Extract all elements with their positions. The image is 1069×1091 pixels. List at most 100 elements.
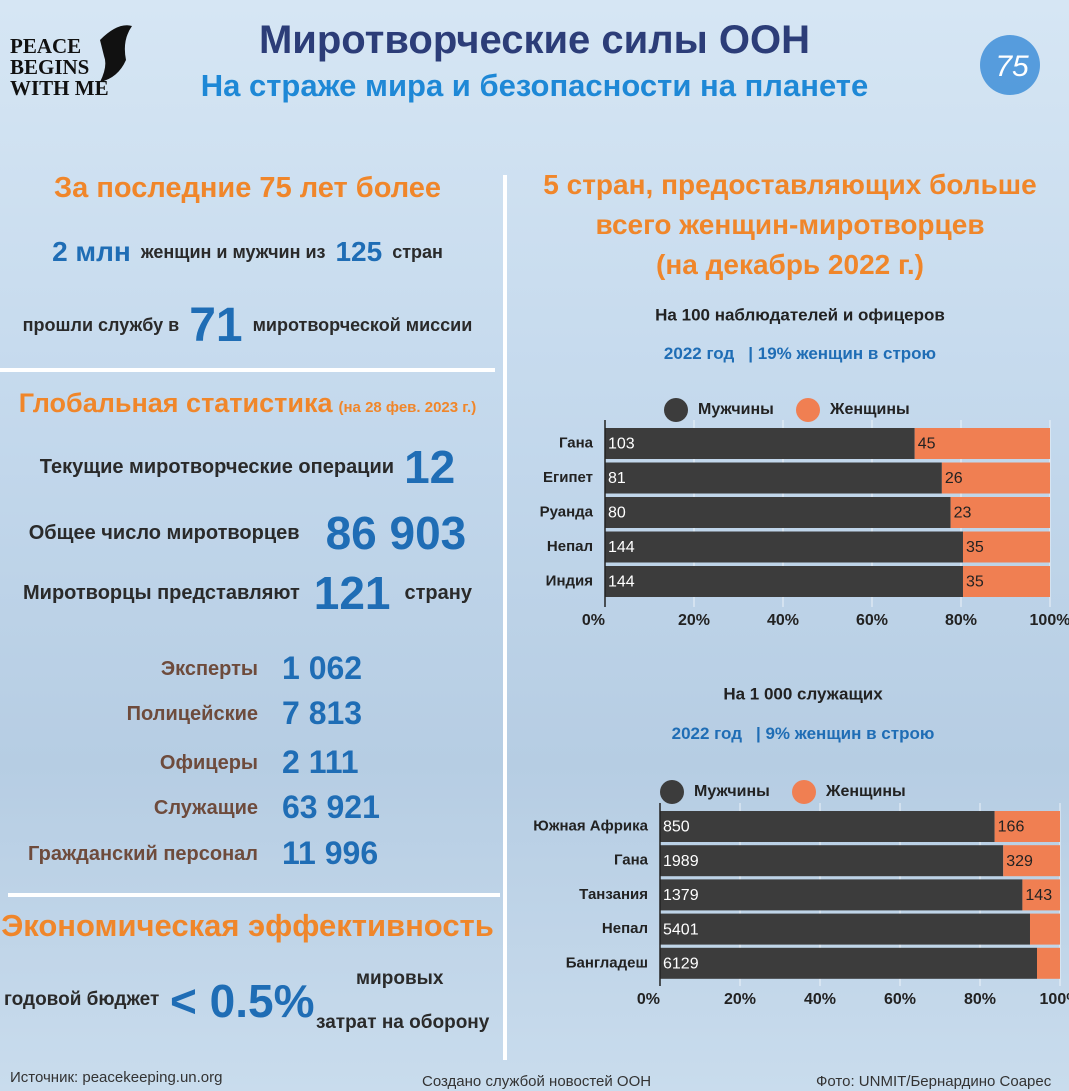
heading-line: всего женщин-миротворцев bbox=[595, 209, 985, 240]
note-part: | 19% женщин в строю bbox=[748, 344, 936, 363]
bar-segment bbox=[660, 879, 1023, 911]
legend-swatch bbox=[660, 780, 684, 804]
bar-segment bbox=[1029, 913, 1060, 945]
stat-text: женщин и мужчин из bbox=[140, 241, 326, 262]
breakdown-label: Офицеры bbox=[159, 752, 258, 774]
category-label: Руанда bbox=[540, 503, 594, 520]
value-label: 45 bbox=[918, 436, 936, 453]
note-part: 2022 год bbox=[664, 344, 735, 363]
legend-swatch bbox=[664, 398, 688, 422]
history-line: 2 млн женщин и мужчин из 125 стран bbox=[0, 236, 495, 268]
title: Миротворческие силы ООН bbox=[258, 18, 811, 62]
global-heading: Глобальная статистика (на 28 фев. 2023 г… bbox=[0, 388, 495, 419]
legend-label: Женщины bbox=[825, 783, 906, 800]
x-tick-label: 80% bbox=[945, 612, 977, 629]
legend-swatch bbox=[796, 398, 820, 422]
value-label: 144 bbox=[608, 539, 635, 556]
stat-value: 125 bbox=[335, 236, 383, 267]
breakdown-value: 63 921 bbox=[282, 789, 380, 825]
breakdown-value: 7 813 bbox=[282, 695, 363, 731]
bar-segment bbox=[605, 462, 942, 494]
logo-line: BEGINS bbox=[10, 55, 90, 79]
legend-label: Мужчины bbox=[694, 783, 770, 800]
category-label: Гана bbox=[559, 434, 594, 451]
category-label: Египет bbox=[543, 469, 593, 486]
stat-row: Общее число миротворцев 86 903 bbox=[0, 506, 495, 560]
x-tick-label: 40% bbox=[804, 991, 836, 1008]
breakdown-value: 2 111 bbox=[282, 744, 359, 780]
heading-line: (на декабрь 2022 г.) bbox=[656, 249, 924, 280]
photo-credit: Фото: UNMIT/Бернардино Соарес bbox=[816, 1073, 1052, 1090]
stat-value: 71 bbox=[189, 299, 243, 352]
value-label: 144 bbox=[608, 574, 635, 591]
budget-text: мировых bbox=[356, 968, 444, 989]
legend-label: Мужчины bbox=[698, 401, 774, 418]
category-label: Индия bbox=[546, 572, 593, 589]
stat-row: Миротворцы представляют 121 страну bbox=[0, 566, 495, 620]
logo: PEACE BEGINS WITH ME bbox=[10, 36, 109, 99]
breakdown-label: Гражданский персонал bbox=[28, 843, 258, 865]
breakdown-value: 1 062 bbox=[282, 650, 363, 686]
value-label: 1379 bbox=[663, 887, 699, 904]
x-tick-label: 0% bbox=[637, 991, 660, 1008]
value-label: 6129 bbox=[663, 956, 699, 973]
bar-segment bbox=[941, 462, 1050, 494]
x-tick-label: 100% bbox=[1030, 612, 1069, 629]
stat-text: миротворческой миссии bbox=[252, 315, 473, 335]
stat-row: Текущие миротворческие операции 12 bbox=[0, 440, 495, 494]
history-line: прошли службу в 71 миротворческой миссии bbox=[0, 298, 495, 353]
bar-segment bbox=[660, 947, 1037, 979]
legend-label: Женщины bbox=[829, 401, 910, 418]
bar-segment bbox=[605, 428, 915, 459]
economy-heading: Экономическая эффективность bbox=[1, 908, 494, 943]
x-tick-label: 20% bbox=[724, 991, 756, 1008]
bar-segment bbox=[605, 566, 963, 597]
subtitle: На страже мира и безопасности на планете bbox=[200, 68, 869, 103]
stat-value: 12 bbox=[404, 441, 456, 493]
section-date: (на 28 фев. 2023 г.) bbox=[338, 399, 477, 416]
bar-segment bbox=[994, 811, 1060, 842]
chart-note: 2022 год | 9% женщин в строю bbox=[672, 724, 935, 743]
stat-text: Миротворцы представляют bbox=[23, 581, 300, 604]
x-tick-label: 100% bbox=[1040, 991, 1069, 1008]
chart-subtitle: На 1 000 служащих bbox=[723, 684, 883, 703]
history-heading: За последние 75 лет более bbox=[54, 172, 441, 204]
legend-swatch bbox=[792, 780, 816, 804]
stat-text: Общее число миротворцев bbox=[28, 521, 300, 544]
bar-segment bbox=[1036, 947, 1060, 979]
breakdown-label: Полицейские bbox=[126, 703, 258, 725]
bar-segment bbox=[950, 497, 1050, 528]
x-tick-label: 80% bbox=[964, 991, 996, 1008]
bar-segment bbox=[605, 497, 951, 528]
credit: Создано службой новостей ООН bbox=[422, 1073, 652, 1090]
x-tick-label: 20% bbox=[678, 612, 710, 629]
bar-segment bbox=[660, 811, 995, 842]
x-tick-label: 60% bbox=[884, 991, 916, 1008]
value-label: 80 bbox=[608, 505, 626, 522]
bar-segment bbox=[660, 845, 1004, 877]
right-heading: 5 стран, предоставляющих больше всего же… bbox=[510, 165, 1069, 285]
bar-segment bbox=[1003, 845, 1060, 877]
category-label: Южная Африка bbox=[533, 817, 648, 834]
bar-segment bbox=[962, 531, 1050, 563]
value-label: 166 bbox=[998, 819, 1025, 836]
x-tick-label: 40% bbox=[767, 612, 799, 629]
chart-note: 2022 год | 19% женщин в строю bbox=[664, 344, 936, 363]
category-label: Бангладеш bbox=[566, 954, 648, 971]
value-label: 850 bbox=[663, 819, 690, 836]
stat-text: Текущие миротворческие операции bbox=[39, 455, 395, 478]
category-label: Непал bbox=[547, 538, 593, 555]
value-label: 103 bbox=[608, 436, 635, 453]
note-part: 2022 год bbox=[672, 724, 743, 743]
budget-label: годовой бюджет bbox=[4, 989, 160, 1010]
bar-segment bbox=[1022, 879, 1060, 911]
stat-text: прошли службу в bbox=[22, 315, 180, 335]
stat-value: 2 млн bbox=[52, 236, 131, 267]
bar-segment bbox=[660, 913, 1030, 945]
value-label: 5401 bbox=[663, 921, 699, 938]
stat-text: страну bbox=[404, 581, 472, 604]
category-label: Гана bbox=[614, 852, 649, 869]
stat-text: стран bbox=[392, 241, 443, 262]
